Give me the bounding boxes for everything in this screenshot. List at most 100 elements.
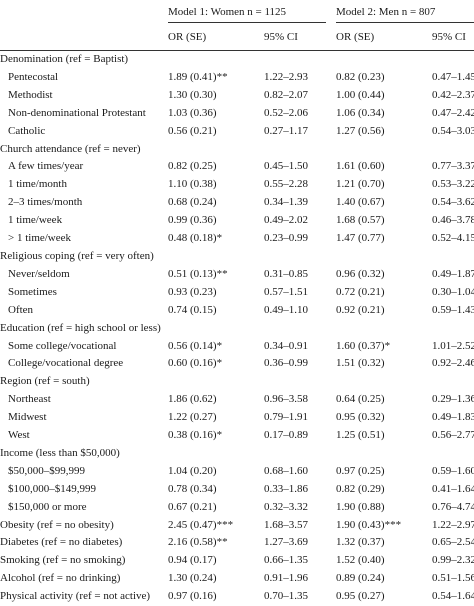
table-row: $50,000–$99,999 1.04 (0.20) 0.68–1.60 0.97 … [0,463,474,481]
row-label: 2–3 times/month [8,196,83,209]
model2-or-cell: 1.40 (0.67) [336,196,385,209]
model2-or-cell: 0.72 (0.21) [336,285,385,298]
model2-ci-cell: 0.54–3.03 [432,124,474,137]
model2-ci-cell: 0.46–3.78 [432,214,474,227]
model2-or-cell: 0.89 (0.24) [336,572,385,585]
model2-or-cell: 1.60 (0.37)* [336,339,391,352]
model2-or-cell: 1.00 (0.44) [336,88,385,101]
model2-ci-cell: 0.59–1.60 [432,464,474,477]
model1-or-cell: 1.89 (0.41)** [168,70,228,83]
table-row: Diabetes (ref = no diabetes) 2.16 (0.58)*… [0,534,474,552]
table-row: 2–3 times/month 0.68 (0.24) 0.34–1.39 1.40 … [0,194,474,212]
model2-ci-cell: 0.92–2.46 [432,357,474,370]
model1-or-cell: 0.68 (0.24) [168,196,217,209]
model1-ci-cell: 0.79–1.91 [264,411,308,424]
model1-ci-cell: 0.31–0.85 [264,267,308,280]
table-row: 1 time/week 0.99 (0.36) 0.49–2.02 1.68 (0.5… [0,212,474,230]
model1-or-cell: 1.03 (0.36) [168,106,217,119]
model2-ci-cell: 0.54–1.64 [432,590,474,603]
model1-or-cell: 0.51 (0.13)** [168,267,228,280]
model1-or-cell: 0.60 (0.16)* [168,357,223,370]
model1-ci-cell: 0.33–1.86 [264,482,308,495]
model2-or-cell: 0.97 (0.25) [336,464,385,477]
model1-ci-header: 95% CI [264,31,298,43]
row-label: Smoking (ref = no smoking) [0,554,126,567]
row-label: West [8,429,30,442]
model2-ci-cell: 1.22–2.97 [432,518,474,531]
table-row: Sometimes 0.93 (0.23) 0.57–1.51 0.72 (0.21)… [0,284,474,302]
table-row: Catholic 0.56 (0.21) 0.27–1.17 1.27 (0.56) 0… [0,123,474,141]
model1-ci-cell: 0.34–1.39 [264,196,308,209]
model2-or-cell: 1.27 (0.56) [336,124,385,137]
model1-ci-cell: 0.23–0.99 [264,232,308,245]
model2-ci-cell: 0.54–3.62 [432,196,474,209]
model2-or-cell: 1.52 (0.40) [336,554,385,567]
model2-ci-cell: 0.52–4.15 [432,232,474,245]
model-header-row: Model 1: Women n = 1125 Model 2: Men n =… [0,0,474,26]
model1-or-header: OR (SE) [168,31,207,43]
model2-ci-cell: 0.65–2.54 [432,536,474,549]
row-label: > 1 time/week [8,232,72,245]
model2-ci-cell: 0.56–2.77 [432,429,474,442]
model1-rule [168,22,326,23]
model2-ci-cell: 0.51–1.56 [432,572,474,585]
model1-or-cell: 0.48 (0.18)* [168,232,223,245]
table-row: Northeast 1.86 (0.62) 0.96–3.58 0.64 (0.25)… [0,391,474,409]
row-label: 1 time/month [8,178,67,191]
row-label: Some college/vocational [8,339,117,352]
model2-or-cell: 0.96 (0.32) [336,267,385,280]
table-row: Never/seldom 0.51 (0.13)** 0.31–0.85 0.96 (… [0,266,474,284]
model1-or-cell: 2.16 (0.58)** [168,536,228,549]
category-row: Denomination (ref = Baptist) [0,51,474,69]
row-label: 1 time/week [8,214,63,227]
table-row: College/vocational degree 0.60 (0.16)* 0.3… [0,355,474,373]
model1-or-cell: 0.94 (0.17) [168,554,217,567]
model2-or-cell: 1.21 (0.70) [336,178,385,191]
model1-ci-cell: 0.66–1.35 [264,554,308,567]
row-label: $100,000–$149,999 [8,482,96,495]
model1-or-cell: 0.82 (0.25) [168,160,217,173]
model2-or-cell: 1.61 (0.60) [336,160,385,173]
model2-ci-cell: 0.47–1.45 [432,70,474,83]
row-label: Obesity (ref = no obesity) [0,518,114,531]
row-label: Religious coping (ref = very often) [0,249,154,262]
model2-or-cell: 1.51 (0.32) [336,357,385,370]
model2-ci-cell: 0.53–3.22 [432,178,474,191]
model1-ci-cell: 0.36–0.99 [264,357,308,370]
model1-ci-cell: 0.96–3.58 [264,393,308,406]
model1-ci-cell: 1.22–2.93 [264,70,308,83]
model2-ci-cell: 0.29–1.36 [432,393,474,406]
model1-ci-cell: 0.55–2.28 [264,178,308,191]
model1-or-cell: 1.86 (0.62) [168,393,217,406]
model1-ci-cell: 1.27–3.69 [264,536,308,549]
row-label: Physical activity (ref = not active) [0,590,151,603]
row-label: Non-denominational Protestant [8,106,146,119]
model2-or-cell: 0.95 (0.27) [336,590,385,603]
row-label: Church attendance (ref = never) [0,142,141,155]
model2-or-cell: 0.82 (0.23) [336,70,385,83]
row-label: Often [8,303,34,316]
row-label: $50,000–$99,999 [8,464,85,477]
row-label: Northeast [8,393,51,406]
model2-ci-cell: 0.76–4.74 [432,500,474,513]
table-row: Alcohol (ref = no drinking) 1.30 (0.24) 0.… [0,570,474,588]
model1-ci-cell: 0.34–0.91 [264,339,308,352]
model2-ci-cell: 0.49–1.87 [432,267,474,280]
table-row: Non-denominational Protestant 1.03 (0.36)… [0,105,474,123]
model1-or-cell: 0.74 (0.15) [168,303,217,316]
model2-ci-cell: 0.41–1.64 [432,482,474,495]
table-row: $150,000 or more 0.67 (0.21) 0.32–3.32 1.90… [0,499,474,517]
model1-or-cell: 2.45 (0.47)*** [168,518,234,531]
model2-or-cell: 0.64 (0.25) [336,393,385,406]
model2-ci-header: 95% CI [432,31,466,43]
table-row: $100,000–$149,999 0.78 (0.34) 0.33–1.86 0.8… [0,481,474,499]
model1-or-cell: 1.22 (0.27) [168,411,217,424]
model1-ci-cell: 0.70–1.35 [264,590,308,603]
model2-or-cell: 1.25 (0.51) [336,429,385,442]
model1-or-cell: 0.38 (0.16)* [168,429,223,442]
model1-ci-cell: 0.49–2.02 [264,214,308,227]
row-label: Education (ref = high school or less) [0,321,161,334]
model2-or-cell: 1.68 (0.57) [336,214,385,227]
model2-or-cell: 1.90 (0.43)*** [336,518,402,531]
